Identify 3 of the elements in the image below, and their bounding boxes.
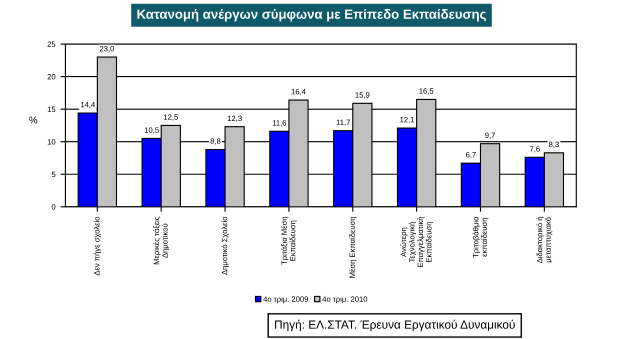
text: Πηγή: ΕΛ.ΣΤΑΤ. Έρευνα Εργατικού Δυναμικού bbox=[275, 320, 515, 332]
y-axis-title: % bbox=[29, 116, 38, 124]
chart-title: Κατανομή ανέργων σύμφωνα με Επίπεδο Εκπαίδευσης bbox=[137, 9, 486, 22]
